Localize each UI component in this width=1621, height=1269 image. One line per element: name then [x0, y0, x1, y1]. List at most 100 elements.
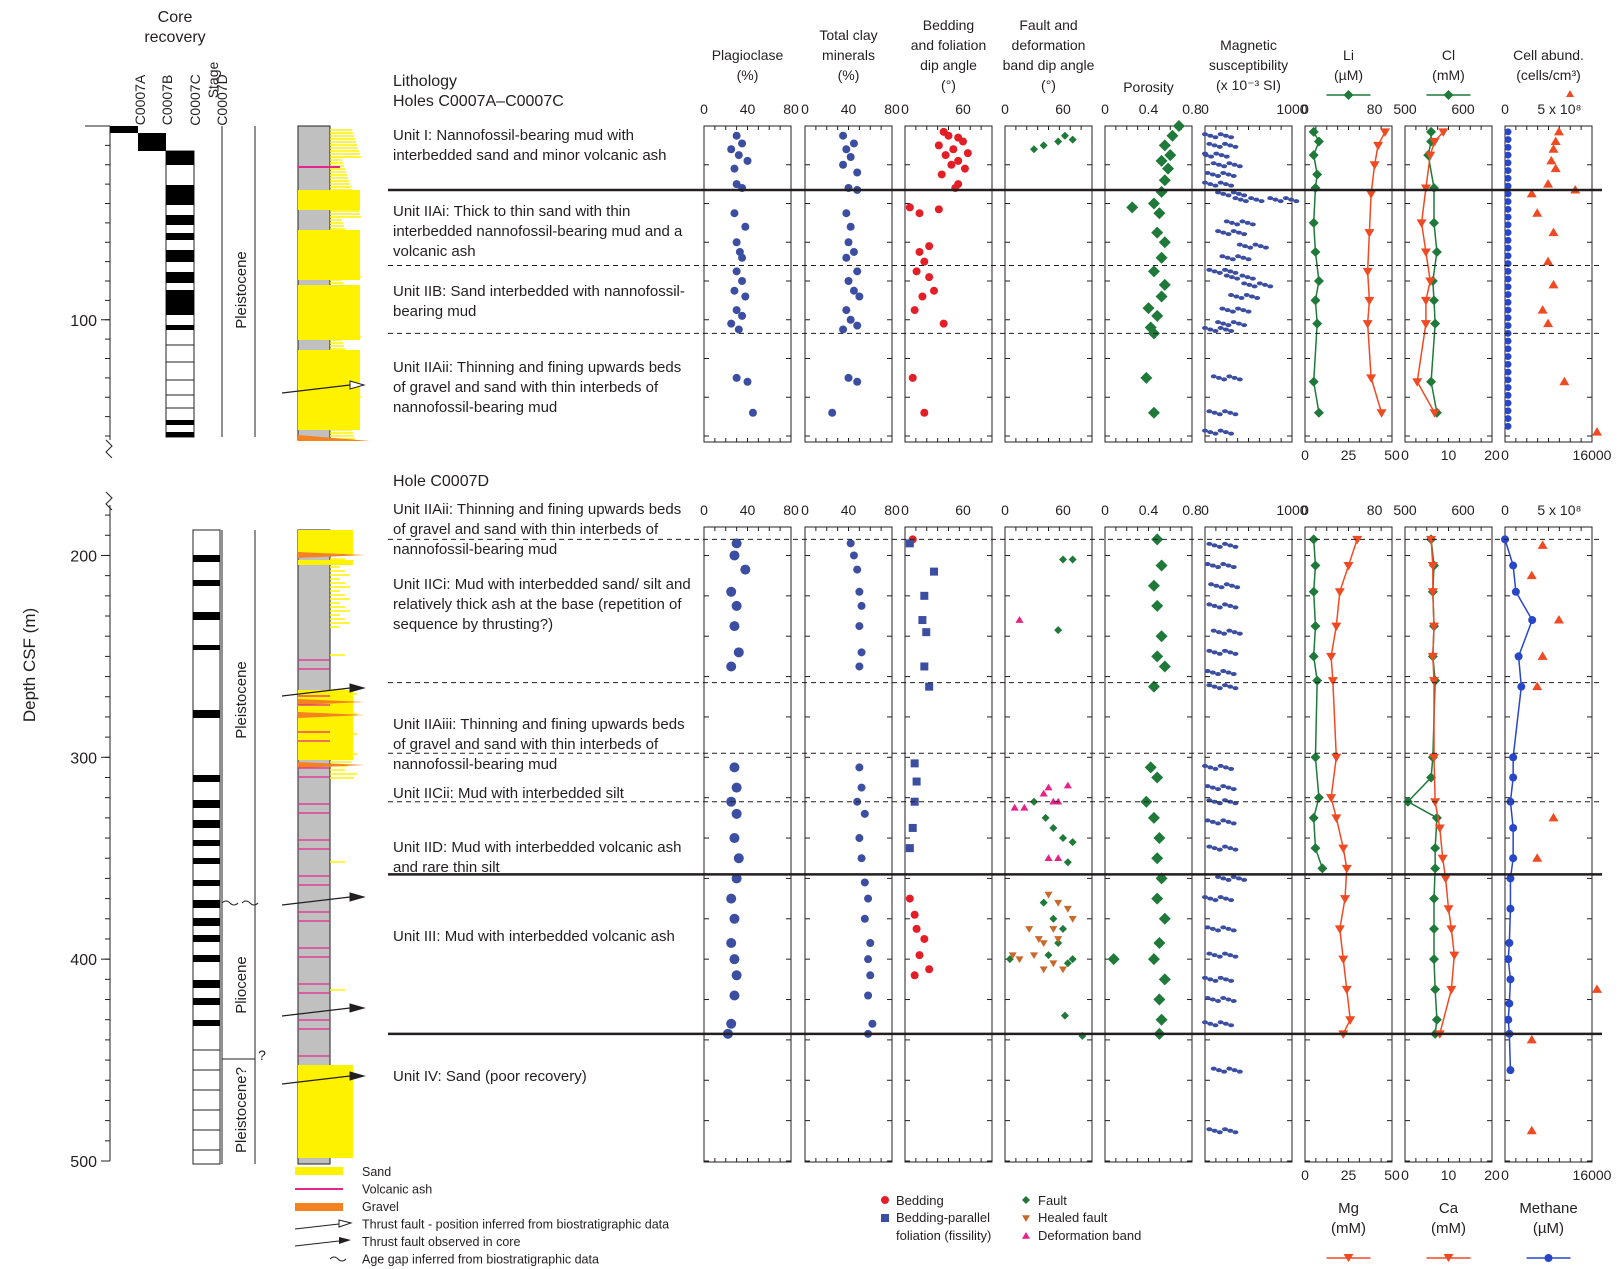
magsus-point — [1240, 255, 1247, 260]
stage-label: Pleistocene — [233, 251, 250, 329]
magsus-point — [1244, 220, 1251, 225]
magsus-point — [1222, 765, 1229, 770]
deformation-band-point — [1039, 789, 1048, 797]
panel-bottom-tick-label: 16000 — [1573, 447, 1612, 463]
magsus-point — [1221, 377, 1228, 382]
methane-top-point — [1504, 422, 1512, 430]
magsus-point — [1215, 672, 1222, 677]
plagioclase-point — [730, 209, 739, 218]
methane-point — [1506, 904, 1515, 913]
mg-point — [1343, 562, 1354, 571]
panel-top-tick-label: 80 — [1367, 502, 1383, 518]
magsus-point — [1217, 325, 1224, 330]
legend-foliation-marker — [881, 1214, 889, 1222]
magsus-point — [1232, 1130, 1239, 1135]
methane-top-point — [1504, 407, 1512, 415]
cl-point — [1426, 772, 1437, 783]
ca-point — [1430, 798, 1441, 807]
mg-point — [1341, 864, 1352, 874]
mg-point — [1376, 409, 1387, 418]
fault-point — [1054, 939, 1063, 948]
magsus-point — [1225, 193, 1232, 198]
panel-bottom-tick-label: 50 — [1384, 1167, 1400, 1183]
panel-header-5: Magnetic — [1220, 37, 1277, 53]
gravel-bed — [298, 435, 370, 441]
legend-thrust-inferred-arrow — [338, 1219, 353, 1228]
methane-point — [1517, 682, 1526, 691]
ca-point — [1429, 622, 1439, 632]
porosity-point — [1166, 129, 1179, 142]
magsus-point — [1235, 254, 1242, 259]
magsus-point — [1202, 1020, 1208, 1025]
magsus-point — [1222, 683, 1229, 688]
thrust-fault-arrow — [349, 892, 366, 902]
unit-desc-IIAii-bottom: Unit IIAii: Thinning and fining upwards … — [393, 500, 693, 560]
magsus-point — [1223, 219, 1230, 224]
ca-line-top — [1416, 131, 1444, 414]
panel-top-tick-label: 40 — [841, 502, 857, 518]
methane-top-point — [1504, 314, 1512, 322]
magsus-point — [1228, 275, 1235, 280]
healed-fault-point — [1044, 891, 1053, 899]
deformation-band-point — [1054, 797, 1063, 805]
porosity-point — [1155, 559, 1168, 572]
unit-boundary-lines — [388, 188, 1602, 1036]
ca-point — [1420, 320, 1431, 329]
foliation-point — [918, 616, 927, 625]
clay-point — [842, 209, 851, 218]
clay-point — [868, 1019, 877, 1028]
methane-point — [1514, 652, 1523, 661]
magsus-point — [1221, 164, 1228, 169]
mg-point — [1338, 955, 1349, 965]
methane-point — [1509, 753, 1518, 762]
magsus-point — [1206, 1127, 1213, 1132]
magsus-point — [1216, 270, 1223, 275]
core-D-recovered — [193, 918, 220, 926]
lithology-title: Lithology Holes C0007A–C0007C — [393, 72, 564, 112]
methane-top-point — [1504, 213, 1512, 221]
panel-frame-8 — [1504, 526, 1593, 1163]
plagioclase-point — [732, 373, 741, 382]
magsus-point — [1234, 276, 1241, 281]
magsus-point — [1231, 1068, 1238, 1073]
magsus-point — [1230, 229, 1237, 234]
plagioclase-point — [743, 377, 752, 386]
cell-abundance-point — [1559, 376, 1570, 386]
healed-fault-point — [1054, 936, 1063, 943]
plagioclase-point — [731, 970, 742, 981]
magsus-point — [1213, 583, 1220, 588]
core-D-recovered — [193, 775, 220, 782]
magsus-point — [1202, 132, 1208, 137]
bedding-point — [920, 408, 929, 417]
cl-point — [1430, 984, 1441, 995]
magsus-point — [1262, 245, 1269, 250]
panel-frame-5 — [1204, 526, 1293, 1163]
magsus-point — [1230, 821, 1237, 826]
magsus-point — [1215, 320, 1222, 325]
porosity-point — [1147, 579, 1160, 592]
plagioclase-point — [731, 600, 742, 611]
bedding-point — [908, 373, 917, 382]
unit-desc-IV: Unit IV: Sand (poor recovery) — [393, 1067, 693, 1087]
bottom-axis-label: Ca — [1439, 1200, 1459, 1217]
plagioclase-point — [748, 408, 757, 417]
panel-header-5: (x 10⁻³ SI) — [1216, 77, 1281, 93]
methane-top-point — [1504, 306, 1512, 314]
magsus-point — [1210, 161, 1217, 166]
magsus-point — [1225, 323, 1232, 328]
methane-top-point — [1504, 399, 1512, 407]
ca-point — [1412, 378, 1423, 387]
magsus-point — [1249, 276, 1256, 281]
magsus-point — [1206, 541, 1213, 546]
unit-desc-IIAi: Unit IIAi: Thick to thin sand with thin … — [393, 202, 693, 262]
mg-point — [1341, 985, 1352, 995]
magsus-point — [1215, 1068, 1222, 1073]
magsus-point — [1227, 143, 1234, 148]
bedding-point — [944, 131, 953, 140]
clay-point — [853, 321, 862, 330]
magsus-point — [1230, 874, 1237, 879]
bedding-point — [912, 267, 921, 276]
core-C-recovered — [166, 151, 194, 165]
magsus-point — [1236, 242, 1243, 247]
magsus-point — [1211, 603, 1218, 608]
